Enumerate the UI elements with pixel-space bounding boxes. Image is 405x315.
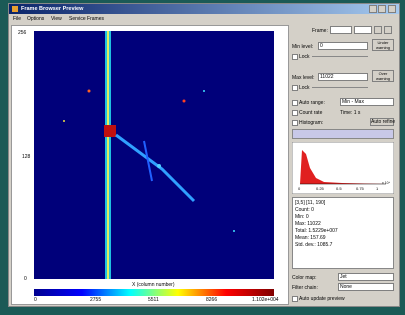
frame-input[interactable] bbox=[354, 26, 372, 34]
histogram-checkbox[interactable] bbox=[292, 120, 298, 126]
stats-line: Total: 1.5229e+007 bbox=[295, 228, 338, 234]
hot-spot bbox=[104, 125, 116, 137]
stats-line: [3,5] [11, 190] bbox=[295, 200, 325, 206]
hist-tick: 0.25 bbox=[316, 186, 324, 191]
stripe-core bbox=[107, 31, 109, 279]
colorbar-tick: 0 bbox=[34, 297, 37, 303]
auto-range-checkbox[interactable] bbox=[292, 100, 298, 106]
spot bbox=[157, 164, 161, 168]
x-axis-label: X (column number) bbox=[132, 282, 175, 288]
page: {"window":{"title":"Frame Browser Previe… bbox=[0, 0, 405, 315]
plot-panel: 256 128 0 X (column number) 0 2755 5511 … bbox=[11, 25, 289, 305]
lock-checkbox[interactable] bbox=[292, 54, 298, 60]
count-rate-label: Count rate bbox=[299, 110, 322, 116]
colorbar-tick: 5511 bbox=[148, 297, 159, 303]
spot bbox=[233, 230, 235, 232]
auto-range-select[interactable]: Min - Max bbox=[340, 98, 394, 106]
window: Frame Browser Preview File Options View … bbox=[8, 3, 400, 307]
title-bar: Frame Browser Preview bbox=[9, 4, 399, 14]
spot bbox=[88, 90, 91, 93]
frame-label: Frame: bbox=[312, 28, 328, 34]
over-warning-button[interactable]: Over warning bbox=[372, 70, 394, 82]
window-title: Frame Browser Preview bbox=[21, 6, 83, 12]
hist-exponent: x 10⁴ bbox=[382, 181, 390, 185]
color-map-label: Color map: bbox=[292, 275, 316, 281]
filter-select[interactable]: None bbox=[338, 283, 394, 291]
stats-line: Min: 0 bbox=[295, 214, 309, 220]
spot bbox=[203, 90, 205, 92]
spot bbox=[63, 120, 65, 122]
max-input[interactable]: 11022 bbox=[318, 73, 368, 81]
stats-line: Count: 0 bbox=[295, 207, 314, 213]
colorbar-tick: 8266 bbox=[206, 297, 217, 303]
y-tick-label: 128 bbox=[22, 154, 30, 160]
next-button[interactable] bbox=[384, 26, 392, 34]
menu-item[interactable]: Options bbox=[27, 16, 44, 22]
time-label: Time: 1 s bbox=[340, 110, 360, 116]
stats-line: Max: 11022 bbox=[295, 221, 321, 227]
auto-refine-button[interactable]: Auto refine bbox=[370, 118, 394, 126]
image-background bbox=[34, 31, 274, 279]
close-button[interactable] bbox=[388, 5, 396, 13]
stats-line: Mean: 157.69 bbox=[295, 235, 326, 241]
hist-tick: 0.5 bbox=[336, 186, 342, 191]
auto-update-label: Auto update preview bbox=[299, 296, 345, 302]
control-panel: Frame: Min level: 0 Under warning Lock M… bbox=[290, 25, 396, 303]
count-rate-checkbox[interactable] bbox=[292, 110, 298, 116]
colorbar-tick: 2755 bbox=[90, 297, 101, 303]
min-slider[interactable] bbox=[312, 56, 368, 57]
histogram bbox=[292, 142, 394, 194]
maximize-button[interactable] bbox=[378, 5, 386, 13]
max-label: Max level: bbox=[292, 75, 315, 81]
lock-label: Lock bbox=[299, 54, 310, 60]
menu-item[interactable]: View bbox=[51, 16, 62, 22]
histogram-toolbar[interactable] bbox=[292, 129, 394, 139]
lock-label: Lock bbox=[299, 85, 310, 91]
body: Frame Browser Preview File Options View … bbox=[0, 0, 405, 315]
hist-tick: 0.75 bbox=[356, 186, 364, 191]
y-tick-label: 0 bbox=[24, 276, 27, 282]
frame-image[interactable] bbox=[34, 31, 274, 279]
hist-tick: 1 bbox=[376, 186, 378, 191]
y-tick-label: 256 bbox=[18, 30, 26, 36]
min-label: Min level: bbox=[292, 44, 313, 50]
stats-box: [3,5] [11, 190] Count: 0 Min: 0 Max: 110… bbox=[292, 197, 394, 269]
app-icon bbox=[12, 6, 18, 12]
histogram-label: Histogram: bbox=[299, 120, 323, 126]
lock-checkbox[interactable] bbox=[292, 85, 298, 91]
prev-button[interactable] bbox=[374, 26, 382, 34]
hist-tick: 0 bbox=[298, 186, 300, 191]
color-map-select[interactable]: Jet bbox=[338, 273, 394, 281]
max-slider[interactable] bbox=[312, 87, 368, 88]
minimize-button[interactable] bbox=[369, 5, 377, 13]
menu-item[interactable]: Service Frames bbox=[69, 16, 104, 22]
auto-update-checkbox[interactable] bbox=[292, 296, 298, 302]
frame-input[interactable] bbox=[330, 26, 352, 34]
stats-line: Std. dev.: 1085.7 bbox=[295, 242, 332, 248]
menu-item[interactable]: File bbox=[13, 16, 21, 22]
auto-range-label: Auto range: bbox=[299, 100, 325, 106]
min-input[interactable]: 0 bbox=[318, 42, 368, 50]
under-warning-button[interactable]: Under warning bbox=[372, 39, 394, 51]
colorbar bbox=[34, 289, 274, 296]
spot bbox=[183, 100, 186, 103]
colorbar-tick: 1.102e+004 bbox=[252, 297, 279, 303]
filter-label: Filter chain: bbox=[292, 285, 318, 291]
menu-bar: File Options View Service Frames bbox=[9, 15, 399, 23]
